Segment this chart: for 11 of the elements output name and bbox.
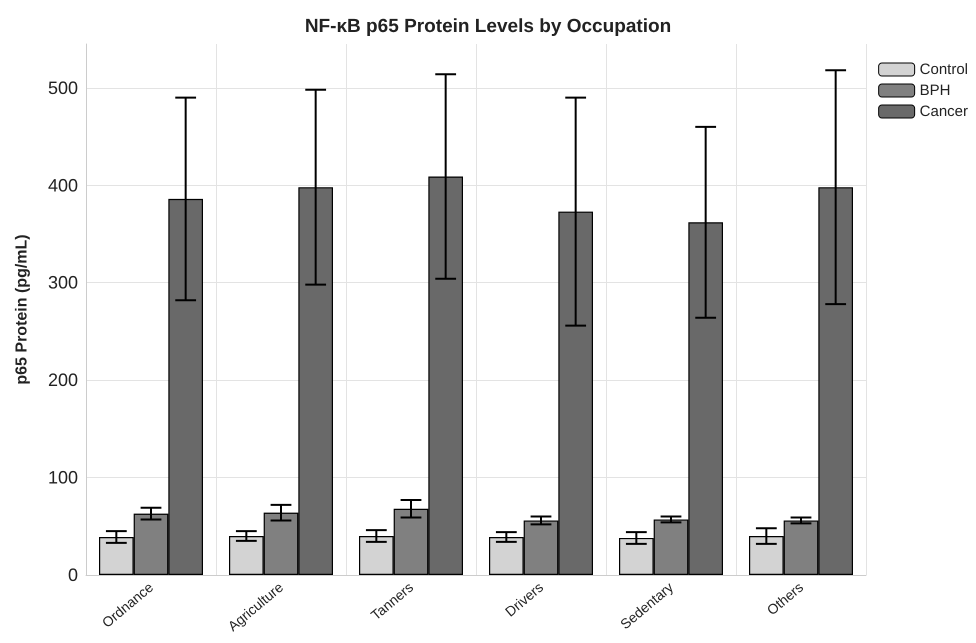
y-tick-label: 300 — [48, 272, 78, 293]
y-tick-label: 500 — [48, 78, 78, 98]
y-tick-label: 100 — [48, 468, 78, 488]
legend-label: Cancer — [920, 103, 968, 120]
y-tick-label: 0 — [68, 565, 78, 585]
y-axis-title: p65 Protein (pg/mL) — [14, 234, 30, 385]
y-tick-label: 200 — [48, 370, 78, 390]
y-tick-label: 400 — [48, 175, 78, 196]
legend-label: BPH — [920, 82, 950, 99]
chart-title: NF-κB p65 Protein Levels by Occupation — [304, 16, 672, 37]
legend-label: Control — [920, 61, 968, 78]
